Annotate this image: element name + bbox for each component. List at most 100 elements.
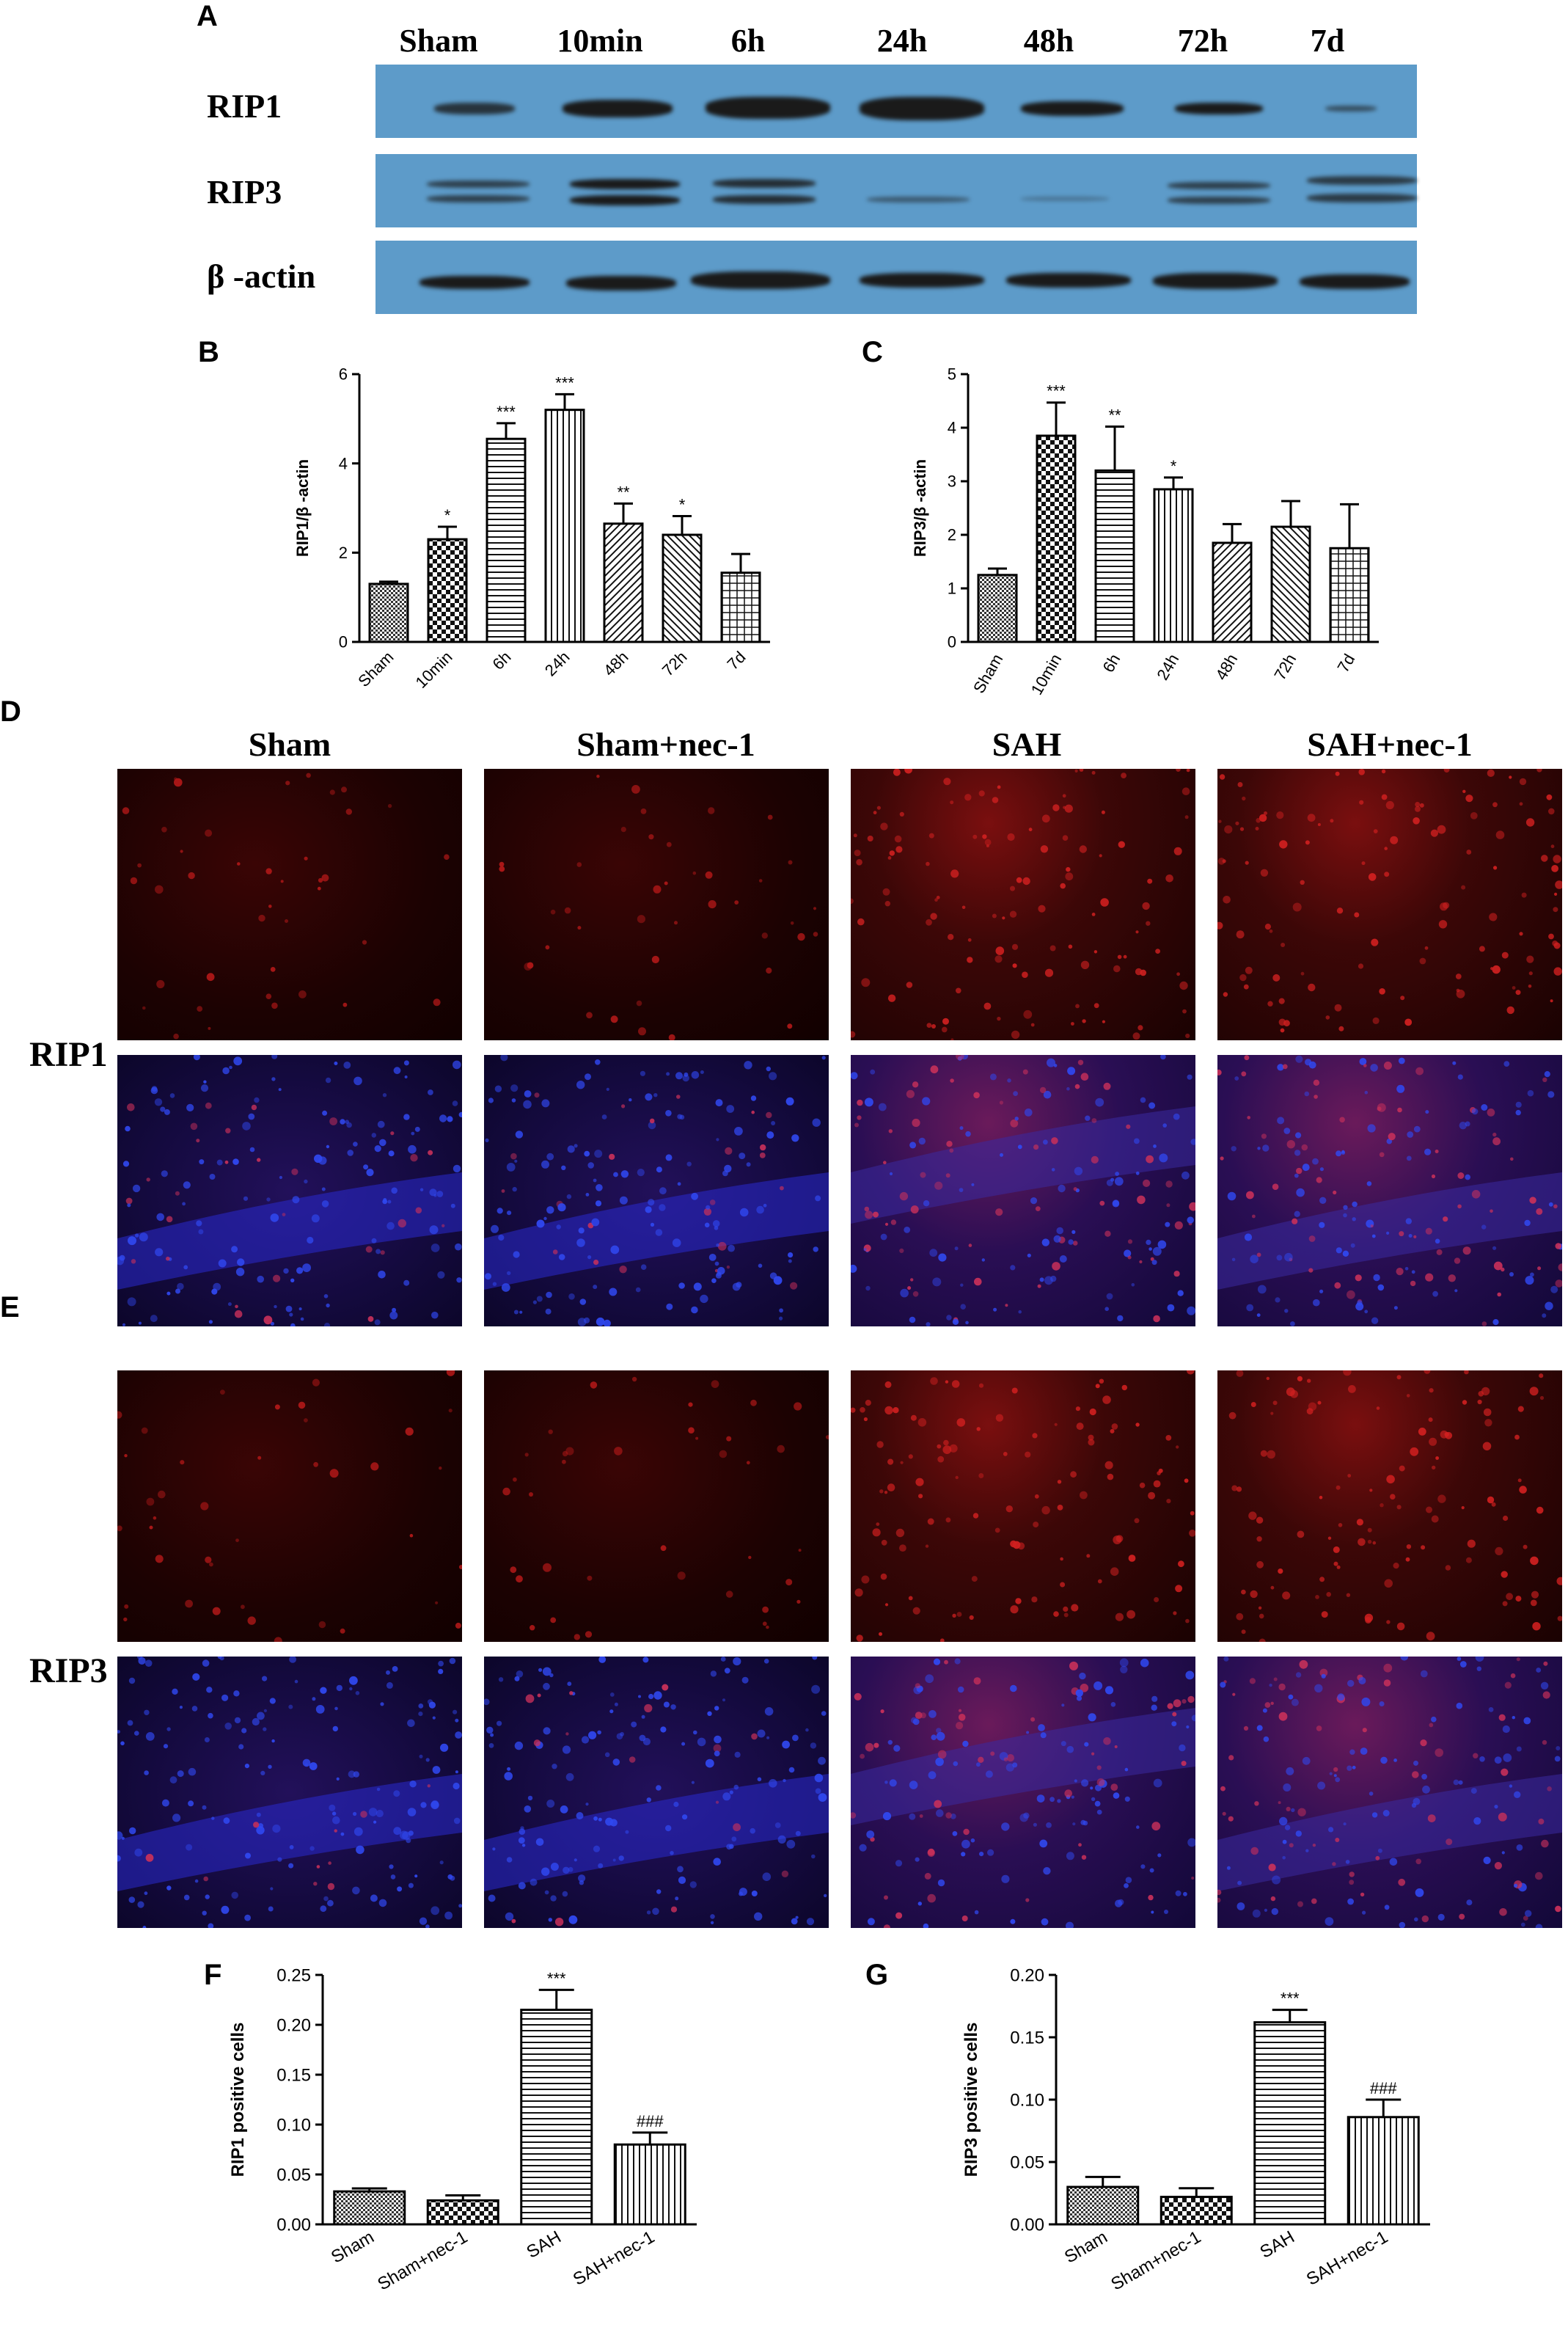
y-tick-label: 3 [948, 472, 956, 491]
panel-label-e: E [0, 1291, 20, 1323]
bar [1253, 2021, 1327, 2226]
bar [486, 437, 527, 643]
y-tick-label: 0.00 [276, 2215, 311, 2235]
micrograph-image [117, 1055, 462, 1326]
y-tick-label: 0.15 [276, 2065, 311, 2085]
micrograph-image [1217, 1657, 1562, 1928]
bar [1094, 469, 1135, 643]
panel-label-g: G [865, 1959, 889, 1991]
significance-label: * [679, 495, 686, 514]
x-tick-label: 48h [1212, 651, 1241, 683]
bar [544, 409, 585, 643]
panel-label-c: C [862, 336, 883, 368]
bar [603, 522, 644, 643]
blot-lane-label: 10min [557, 23, 643, 59]
bar [1066, 2185, 1140, 2226]
x-tick-label: SAH [524, 2227, 565, 2263]
y-tick-label: 0.05 [276, 2165, 311, 2185]
significance-label: ### [637, 2112, 664, 2130]
blot-lane-label: Sham [399, 23, 478, 59]
y-tick-label: 0.20 [276, 2015, 311, 2035]
condition-label: SAH [992, 726, 1062, 763]
micrograph-row-label-rip3: RIP3 [29, 1651, 108, 1690]
bar [1212, 541, 1253, 643]
x-tick-label: 10min [411, 648, 455, 692]
chart-body: 0 1 2 3 4 5 RIP3/β -actin Sham *** 10min ** 6h * 24h 4… [911, 365, 1379, 698]
blot-row-label-actin: β -actin [207, 258, 316, 295]
x-tick-label: Sham [354, 648, 397, 690]
x-tick-label: 24h [1153, 651, 1182, 683]
y-tick-label: 0.15 [1010, 2028, 1044, 2048]
x-tick-label: 48h [600, 648, 632, 680]
blot-row-label-rip3: RIP3 [207, 173, 282, 211]
y-axis-label: RIP1/β -actin [293, 459, 312, 557]
bar [1329, 547, 1370, 643]
significance-label: *** [1047, 382, 1066, 401]
x-tick-label: Sham [970, 651, 1006, 696]
x-tick-label: Sham [1061, 2227, 1111, 2268]
y-tick-label: 0 [339, 633, 348, 651]
micrograph-image [117, 769, 462, 1040]
y-axis-label: RIP3/β -actin [911, 459, 929, 557]
y-tick-label: 4 [948, 419, 956, 437]
blot-strip-rip3 [375, 154, 1417, 227]
y-tick-label: 0.00 [1010, 2215, 1044, 2235]
x-tick-label: SAH [1257, 2227, 1298, 2263]
x-tick-label: 7d [724, 648, 750, 673]
micrograph-row-label-rip1: RIP1 [29, 1035, 108, 1074]
panel-label-f: F [204, 1959, 222, 1991]
y-tick-label: 0.25 [276, 1965, 311, 1985]
y-axis-label: RIP1 positive cells [228, 2023, 248, 2177]
blot-strip-actin [375, 241, 1417, 314]
y-tick-label: 0.10 [276, 2115, 311, 2135]
x-tick-label: 6h [489, 648, 515, 673]
micrograph-image [851, 1055, 1195, 1326]
bar [1347, 2116, 1420, 2226]
x-tick-label: 72h [1270, 651, 1300, 683]
condition-label: SAH+nec-1 [1307, 726, 1473, 763]
bar [720, 571, 761, 643]
bar [1036, 434, 1077, 643]
panel-label-d: D [0, 695, 21, 728]
bar [520, 2009, 593, 2226]
micrograph-image [117, 1370, 462, 1642]
x-tick-label: 7d [1333, 651, 1358, 676]
x-tick-label: 72h [659, 648, 691, 680]
rip3-positive-cells-chart: 0.00 0.05 0.10 0.15 0.20 RIP3 positive cells S… [961, 1965, 1430, 2295]
y-axis-label: RIP3 positive cells [961, 2023, 981, 2177]
chart-body: 0.00 0.05 0.10 0.15 0.20 RIP3 positive cells S… [961, 1965, 1430, 2295]
micrograph-image [851, 1657, 1195, 1928]
blot-lane-label: 72h [1177, 23, 1228, 59]
x-tick-label: SAH+nec-1 [1303, 2227, 1391, 2290]
significance-label: ** [1108, 406, 1121, 425]
bar [426, 2199, 499, 2226]
x-tick-label: SAH+nec-1 [570, 2227, 658, 2290]
significance-label: ### [1370, 2079, 1397, 2097]
significance-label: ** [617, 483, 630, 501]
bar [333, 2190, 406, 2226]
blot-row-label-rip1: RIP1 [207, 87, 282, 125]
bar [1270, 525, 1311, 643]
significance-label: * [1170, 457, 1177, 475]
rip3-blot-quantification-chart: 0 1 2 3 4 5 RIP3/β -actin Sham *** 10min ** 6h * 24h 4… [911, 365, 1379, 698]
significance-label: *** [547, 1969, 566, 1987]
y-tick-label: 0.20 [1010, 1965, 1044, 1985]
blot-strip-rip1 [375, 65, 1417, 138]
micrograph-image [851, 769, 1195, 1040]
x-tick-label: 10min [1027, 651, 1066, 698]
y-tick-label: 5 [948, 365, 956, 384]
y-tick-label: 0.05 [1010, 2152, 1044, 2172]
panel-label-a: A [197, 0, 218, 32]
bar [662, 533, 703, 643]
y-tick-label: 0.10 [1010, 2090, 1044, 2110]
x-tick-label: Sham+nec-1 [374, 2227, 471, 2295]
blot-lane-label: 7d [1310, 23, 1345, 59]
bar [368, 582, 409, 643]
bar [427, 538, 468, 643]
bar [1159, 2196, 1233, 2226]
y-tick-label: 6 [339, 365, 348, 384]
micrograph-image [117, 1657, 462, 1928]
bar [1153, 488, 1194, 643]
